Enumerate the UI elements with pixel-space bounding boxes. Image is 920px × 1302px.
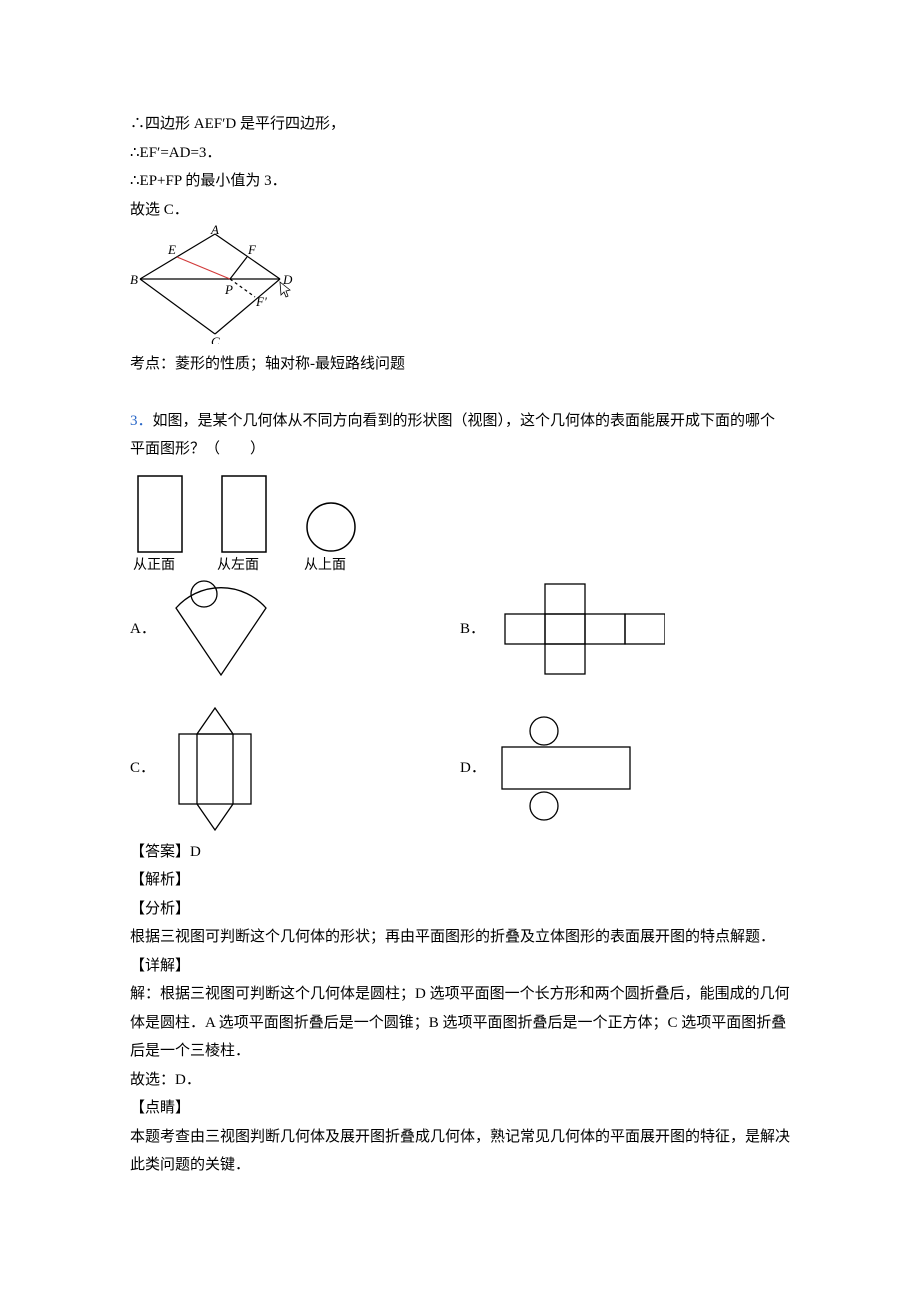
option-D: D． <box>460 704 790 834</box>
option-A-label: A． <box>130 615 156 644</box>
section-jiexi: 【解析】 <box>130 866 790 895</box>
label-B: B <box>130 272 138 287</box>
label-F: F <box>247 242 257 257</box>
answer-line: 【答案】D <box>130 838 790 867</box>
svg-text:从左面: 从左面 <box>217 557 259 572</box>
section-fenxi: 【分析】 <box>130 895 790 924</box>
option-B-label: B． <box>460 615 485 644</box>
section-xiangjie: 【详解】 <box>130 952 790 981</box>
question-number: 3． <box>130 413 153 429</box>
topic-line: 考点：菱形的性质；轴对称-最短路线问题 <box>130 350 790 379</box>
label-C: C <box>211 334 220 344</box>
view-top: 从上面 <box>298 472 364 572</box>
option-B: B． <box>460 580 790 680</box>
question-text: 如图，是某个几何体从不同方向看到的形状图（视图），这个几何体的表面能展开成下面的… <box>130 413 775 458</box>
label-A: A <box>210 224 219 237</box>
svg-text:从上面: 从上面 <box>304 557 346 572</box>
view-left: 从左面 <box>214 472 274 572</box>
label-P: P <box>224 282 233 297</box>
label-E: E <box>167 242 176 257</box>
proof-line-1: ∴四边形 AEF′D 是平行四边形， <box>130 110 790 139</box>
xiangjie-1: 解：根据三视图可判断这个几何体是圆柱；D 选项平面图一个长方形和两个圆折叠后，能… <box>130 980 790 1066</box>
proof-line-4: 故选 C． <box>130 196 790 225</box>
label-F2: F′ <box>255 294 267 309</box>
option-C-label: C． <box>130 754 155 783</box>
answer-label: 【答案】 <box>130 844 190 860</box>
rhombus-figure: A B C D E F P F′ <box>130 224 790 344</box>
three-views-row: 从正面 从左面 从上面 <box>130 472 790 572</box>
options-grid: A． B． C． <box>130 580 790 834</box>
proof-line-2: ∴EF′=AD=3． <box>130 139 790 168</box>
dianjing-text: 本题考查由三视图判断几何体及展开图折叠成几何体，熟记常见几何体的平面展开图的特征… <box>130 1123 790 1180</box>
answer-value: D <box>190 844 201 860</box>
xiangjie-2: 故选：D． <box>130 1066 790 1095</box>
option-C: C． <box>130 704 460 834</box>
view-front: 从正面 <box>130 472 190 572</box>
option-A: A． <box>130 580 460 680</box>
option-D-label: D． <box>460 754 486 783</box>
question-3: 3．如图，是某个几何体从不同方向看到的形状图（视图），这个几何体的表面能展开成下… <box>130 407 790 464</box>
svg-text:从正面: 从正面 <box>133 558 175 572</box>
section-dianjing: 【点睛】 <box>130 1094 790 1123</box>
fenxi-text: 根据三视图可判断这个几何体的形状；再由平面图形的折叠及立体图形的表面展开图的特点… <box>130 923 790 952</box>
proof-line-3: ∴EP+FP 的最小值为 3． <box>130 167 790 196</box>
